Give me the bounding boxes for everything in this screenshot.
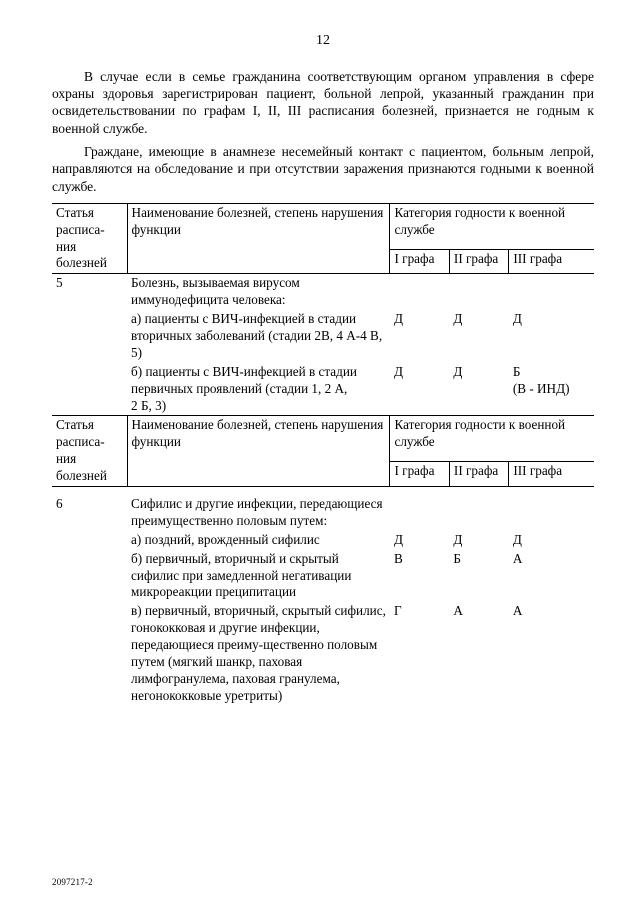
article-5-title: Болезнь, вызываемая вирусом иммунодефици… (127, 274, 390, 310)
col-category-header-2: Категория годности к военной службе (390, 416, 594, 462)
col-g2-header: II графа (449, 249, 508, 274)
article-6-row-a-g2: Д (449, 531, 508, 550)
col-g3-header: III графа (509, 249, 594, 274)
col-g2-header-2: II графа (449, 462, 508, 487)
article-6-row-c-g3: А (509, 602, 594, 705)
article-5-row-a-g1: Д (390, 310, 449, 363)
article-5-title-row: 5 Болезнь, вызываемая вирусом иммунодефи… (52, 274, 594, 310)
article-6-row-c-g1: Г (390, 602, 449, 705)
col-name-header-2: Наименование болезней, степень нарушения… (127, 416, 390, 487)
article-6-row-c: в) первичный, вторичный, скрытый сифилис… (52, 602, 594, 705)
empty-cell (390, 495, 449, 531)
article-6-title-row: 6 Сифилис и другие инфекции, передающиес… (52, 495, 594, 531)
article-5-row-a-g3: Д (509, 310, 594, 363)
article-5-row-a: а) пациенты с ВИЧ-инфекцией в стадии вто… (52, 310, 594, 363)
article-5-row-b-label: б) пациенты с ВИЧ-инфекцией в стадии пер… (127, 363, 390, 416)
col-g1-header: I графа (390, 249, 449, 274)
article-6-row-b-label: б) первичный, вторичный и скрытый сифили… (127, 550, 390, 603)
col-article-header-2: Статья расписа-ния болезней (52, 416, 127, 487)
article-5-row-b: б) пациенты с ВИЧ-инфекцией в стадии пер… (52, 363, 594, 416)
article-6-row-c-g2: А (449, 602, 508, 705)
col-category-header: Категория годности к военной службе (390, 203, 594, 249)
col-g3-header-2: III графа (509, 462, 594, 487)
article-6-number: 6 (52, 495, 127, 531)
article-5-row-a-label: а) пациенты с ВИЧ-инфекцией в стадии вто… (127, 310, 390, 363)
article-6-row-b: б) первичный, вторичный и скрытый сифили… (52, 550, 594, 603)
article-6-row-b-g1: В (390, 550, 449, 603)
empty-cell (449, 495, 508, 531)
header2-row-1: Статья расписа-ния болезней Наименование… (52, 416, 594, 462)
article-6-row-c-label: в) первичный, вторичный, скрытый сифилис… (127, 602, 390, 705)
page: 12 В случае если в семье гражданина соот… (0, 0, 640, 905)
footer-code: 2097217-2 (52, 877, 93, 889)
page-number: 12 (52, 32, 594, 50)
article-6-row-a-g1: Д (390, 531, 449, 550)
empty-cell (509, 274, 594, 310)
article-5-row-b-g1: Д (390, 363, 449, 416)
article-5-row-a-g2: Д (449, 310, 508, 363)
article-6-row-b-g3: А (509, 550, 594, 603)
article-6-title: Сифилис и другие инфекции, передающиеся … (127, 495, 390, 531)
col-name-header: Наименование болезней, степень нарушения… (127, 203, 390, 274)
article-5-number: 5 (52, 274, 127, 310)
header-row-1: Статья расписа-ния болезней Наименование… (52, 203, 594, 249)
disease-table: Статья расписа-ния болезней Наименование… (52, 203, 594, 706)
article-6-row-b-g2: Б (449, 550, 508, 603)
article-6-row-a-label: а) поздний, врожденный сифилис (127, 531, 390, 550)
col-article-header: Статья расписа-ния болезней (52, 203, 127, 274)
paragraph-1: В случае если в семье гражданина соответ… (52, 68, 594, 137)
empty-cell (390, 274, 449, 310)
col-g1-header-2: I графа (390, 462, 449, 487)
article-6-row-a-g3: Д (509, 531, 594, 550)
article-5-row-b-g2: Д (449, 363, 508, 416)
empty-cell (449, 274, 508, 310)
paragraph-2: Граждане, имеющие в анамнезе несемейный … (52, 143, 594, 195)
empty-cell (509, 495, 594, 531)
article-6-row-a: а) поздний, врожденный сифилис Д Д Д (52, 531, 594, 550)
article-5-row-b-g3: Б (В - ИНД) (509, 363, 594, 416)
